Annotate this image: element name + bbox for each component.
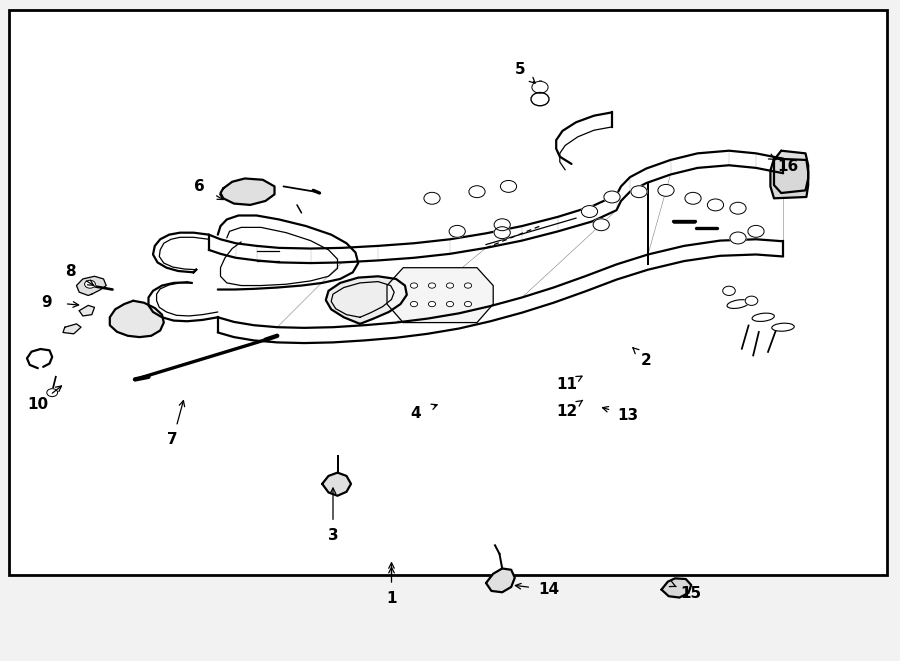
Circle shape <box>748 225 764 237</box>
Text: 7: 7 <box>167 432 178 447</box>
Text: 2: 2 <box>641 353 652 368</box>
Circle shape <box>532 81 548 93</box>
Circle shape <box>464 283 472 288</box>
Text: 16: 16 <box>777 159 798 174</box>
Circle shape <box>428 301 436 307</box>
Text: 5: 5 <box>515 62 526 77</box>
Circle shape <box>446 301 454 307</box>
Ellipse shape <box>772 323 794 331</box>
Text: 9: 9 <box>41 295 52 309</box>
Circle shape <box>593 219 609 231</box>
Polygon shape <box>63 324 81 334</box>
Circle shape <box>469 186 485 198</box>
Polygon shape <box>110 301 164 337</box>
Circle shape <box>494 219 510 231</box>
Text: 12: 12 <box>556 404 578 418</box>
Polygon shape <box>662 578 691 598</box>
Polygon shape <box>76 276 106 295</box>
Polygon shape <box>27 349 52 368</box>
Circle shape <box>707 199 724 211</box>
Circle shape <box>494 227 510 239</box>
Circle shape <box>723 286 735 295</box>
Text: 4: 4 <box>410 406 421 420</box>
Text: 6: 6 <box>194 179 205 194</box>
Polygon shape <box>770 159 808 198</box>
Polygon shape <box>322 473 351 496</box>
Text: 13: 13 <box>617 408 639 422</box>
Circle shape <box>604 191 620 203</box>
Circle shape <box>531 93 549 106</box>
Circle shape <box>658 184 674 196</box>
Circle shape <box>464 301 472 307</box>
Polygon shape <box>486 568 515 592</box>
Text: 3: 3 <box>328 528 338 543</box>
Text: 10: 10 <box>27 397 49 412</box>
Ellipse shape <box>752 313 774 321</box>
Polygon shape <box>79 305 94 316</box>
Text: 8: 8 <box>65 264 76 278</box>
Circle shape <box>424 192 440 204</box>
Circle shape <box>410 283 418 288</box>
Circle shape <box>730 232 746 244</box>
Text: 14: 14 <box>538 582 560 597</box>
Circle shape <box>449 225 465 237</box>
FancyBboxPatch shape <box>9 10 886 575</box>
Circle shape <box>730 202 746 214</box>
Circle shape <box>745 296 758 305</box>
Text: 11: 11 <box>556 377 578 392</box>
Ellipse shape <box>727 299 749 309</box>
Circle shape <box>500 180 517 192</box>
Circle shape <box>85 280 95 288</box>
Circle shape <box>47 389 58 397</box>
Circle shape <box>446 283 454 288</box>
Text: 1: 1 <box>386 591 397 605</box>
Circle shape <box>685 192 701 204</box>
Text: 15: 15 <box>680 586 702 601</box>
Circle shape <box>410 301 418 307</box>
Polygon shape <box>774 151 808 193</box>
Polygon shape <box>220 178 274 205</box>
Polygon shape <box>387 268 493 323</box>
Circle shape <box>581 206 598 217</box>
Polygon shape <box>326 276 407 324</box>
Circle shape <box>631 186 647 198</box>
Circle shape <box>428 283 436 288</box>
